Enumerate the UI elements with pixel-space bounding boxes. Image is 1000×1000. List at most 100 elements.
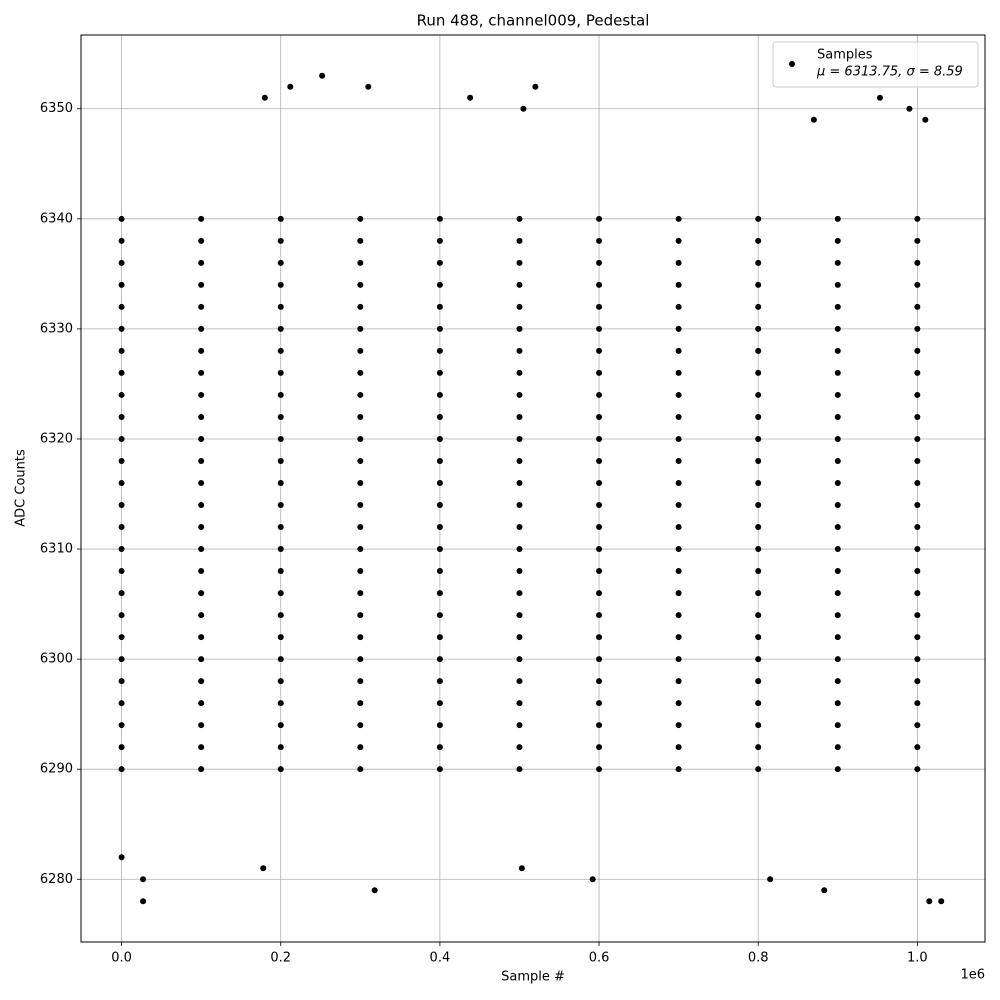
data-point [118,590,125,597]
data-point [834,303,841,310]
data-point [834,347,841,354]
data-point [596,612,603,619]
data-point [118,347,125,354]
data-point [516,656,523,663]
data-point [436,281,443,288]
data-point [436,612,443,619]
y-tick-label: 6280 [40,872,73,887]
data-point [516,259,523,266]
data-point [198,391,205,398]
plot-frame [80,34,986,943]
data-point [516,612,523,619]
data-point [357,700,364,707]
data-point [140,898,147,905]
data-point [198,546,205,553]
x-axis-label: Sample # [501,970,565,985]
data-point [755,413,762,420]
x-tick-label: 0.2 [270,951,291,966]
data-point [755,325,762,332]
data-point [834,568,841,575]
data-point [596,215,603,222]
data-point [357,325,364,332]
data-point [596,325,603,332]
data-point [834,369,841,376]
y-axis-label: ADC Counts [14,449,29,527]
y-tick-label: 6300 [40,652,73,667]
data-point [436,435,443,442]
data-point [198,369,205,376]
data-point [518,865,525,872]
data-point [118,612,125,619]
data-point [755,590,762,597]
data-point [914,656,921,663]
data-point [357,391,364,398]
data-point [675,369,682,376]
data-point [596,744,603,751]
data-point [198,479,205,486]
data-point [277,766,284,773]
data-point [675,744,682,751]
data-point [675,479,682,486]
data-point [436,215,443,222]
data-point [675,435,682,442]
data-point [365,83,372,90]
data-point [436,634,443,641]
data-point [277,413,284,420]
data-point [277,722,284,729]
data-point [436,502,443,509]
legend: Samples μ = 6313.75, σ = 8.59 [772,41,979,88]
data-point [906,105,913,112]
data-point [516,303,523,310]
data-point [516,634,523,641]
data-point [516,369,523,376]
data-point [436,457,443,464]
data-point [357,435,364,442]
data-point [675,612,682,619]
data-point [834,391,841,398]
data-point [914,435,921,442]
data-point [357,281,364,288]
data-point [834,479,841,486]
data-point [675,457,682,464]
data-point [516,502,523,509]
data-point [436,656,443,663]
data-point [675,568,682,575]
data-point [914,700,921,707]
data-point [834,546,841,553]
data-point [755,700,762,707]
data-point [118,281,125,288]
data-point [118,546,125,553]
data-point [118,413,125,420]
data-point [755,369,762,376]
data-point [755,281,762,288]
data-point [118,215,125,222]
data-point [357,347,364,354]
data-point [596,347,603,354]
data-point [277,612,284,619]
data-point [357,722,364,729]
data-point [277,590,284,597]
data-point [834,612,841,619]
data-point [596,502,603,509]
data-point [198,237,205,244]
legend-marker [789,61,795,67]
data-point [675,391,682,398]
data-point [914,766,921,773]
data-point [277,744,284,751]
data-point [675,634,682,641]
data-point [436,347,443,354]
data-point [675,237,682,244]
data-point [198,413,205,420]
data-point [357,678,364,685]
legend-label: Samples [817,48,873,63]
data-point [436,369,443,376]
data-point [198,678,205,685]
data-point [277,502,284,509]
data-point [520,105,527,112]
legend-note: μ = 6313.75, σ = 8.59 [816,65,963,80]
data-point [834,766,841,773]
data-point [118,303,125,310]
data-point [198,744,205,751]
data-point [198,568,205,575]
